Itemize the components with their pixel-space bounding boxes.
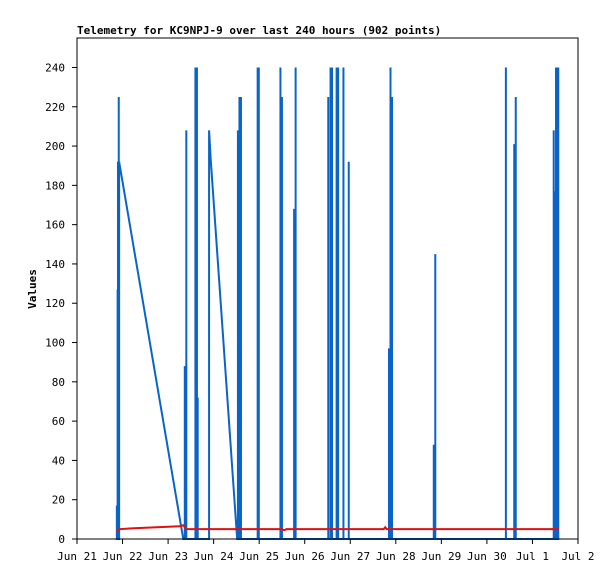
chart-title: Telemetry for KC9NPJ-9 over last 240 hou… (77, 24, 441, 37)
y-tick-label: 200 (45, 140, 65, 153)
x-tick-label: Jul 2 (561, 550, 594, 563)
x-tick-label: Jun 29 (421, 550, 461, 563)
x-tick-label: Jun 28 (376, 550, 416, 563)
x-tick-label: Jun 25 (239, 550, 279, 563)
y-tick-label: 160 (45, 219, 65, 232)
y-tick-label: 80 (52, 376, 65, 389)
y-tick-label: 20 (52, 494, 65, 507)
x-tick-label: Jul 1 (516, 550, 549, 563)
y-tick-label: 240 (45, 61, 65, 74)
series-layer (115, 67, 560, 540)
y-axis-label: Values (26, 269, 39, 309)
series-line-1 (115, 67, 560, 540)
x-tick-label: Jun 24 (194, 550, 234, 563)
x-axis: Jun 21 Jun 22 Jun 23 Jun 24 Jun 25 Jun 26 Jun … (57, 539, 595, 563)
y-tick-label: 140 (45, 258, 65, 271)
x-tick-label: Jun 21 (57, 550, 97, 563)
x-tick-label: Jun 26 (285, 550, 325, 563)
y-tick-label: 0 (58, 533, 65, 546)
y-tick-label: 60 (52, 415, 65, 428)
series-line-2 (116, 524, 560, 532)
y-tick-label: 220 (45, 101, 65, 114)
x-tick-label: Jun 22 (103, 550, 143, 563)
y-axis: 0 20 40 60 80 100 120 140 160 180 200 220 240 (45, 61, 77, 546)
y-tick-label: 40 (52, 454, 65, 467)
y-tick-label: 100 (45, 337, 65, 350)
x-tick-label: Jun 27 (330, 550, 370, 563)
x-tick-label: Jun 30 (467, 550, 507, 563)
y-tick-label: 180 (45, 179, 65, 192)
plot-frame (76, 37, 579, 540)
y-tick-label: 120 (45, 297, 65, 310)
x-tick-label: Jun 23 (148, 550, 188, 563)
